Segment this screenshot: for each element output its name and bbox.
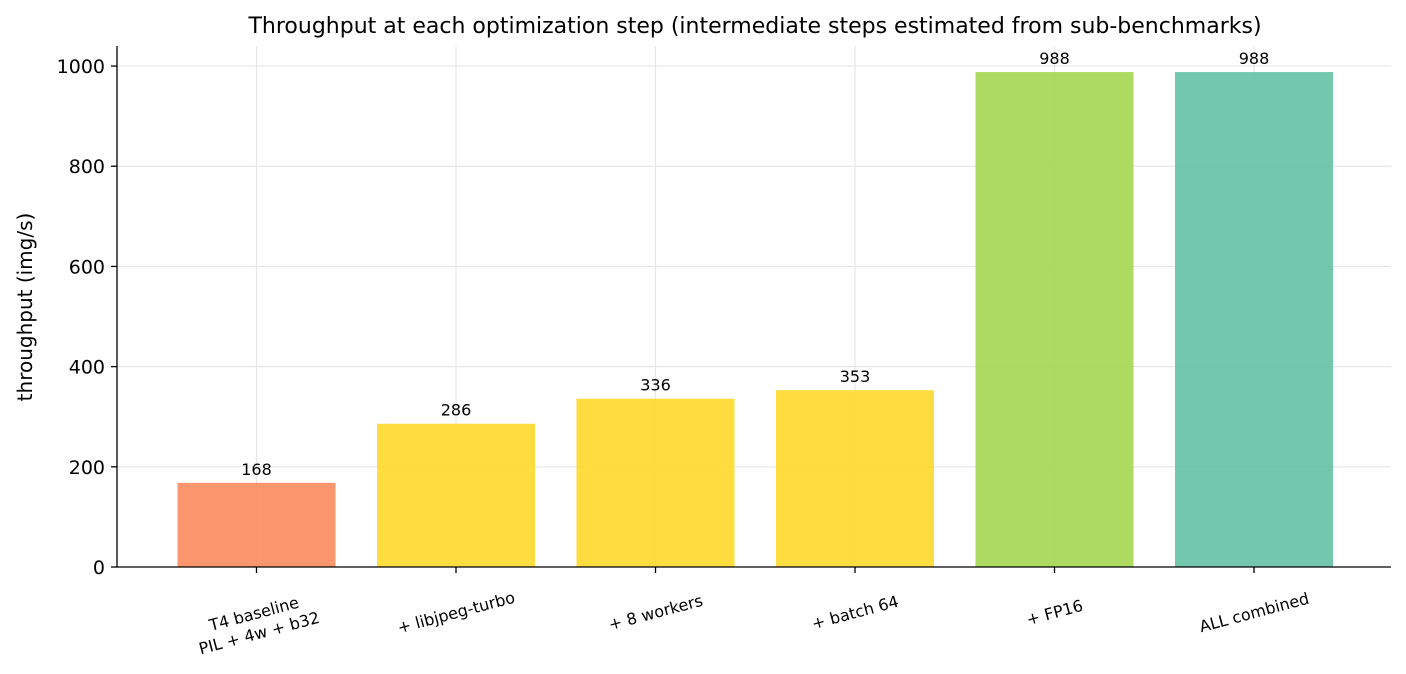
y-tick-label: 600 (69, 256, 105, 278)
data-labels: 168 286 336 353 988 988 (241, 49, 1269, 479)
data-label: 286 (441, 401, 472, 420)
x-tick-label-line: ALL combined (1197, 589, 1311, 637)
x-tick-label-line: + FP16 (1024, 596, 1085, 629)
data-label: 168 (241, 460, 272, 479)
x-tick-label-line: + libjpeg-turbo (395, 588, 517, 638)
x-tick-label: + libjpeg-turbo (395, 588, 517, 638)
data-label: 988 (1239, 49, 1270, 68)
data-label: 336 (640, 376, 671, 395)
bar (975, 72, 1134, 568)
y-axis-label: throughput (img/s) (13, 213, 37, 402)
x-tick-label-line: + batch 64 (810, 592, 901, 633)
bar (177, 482, 336, 567)
axes (116, 46, 1391, 568)
x-tick-label: T4 baselinePIL + 4w + b32 (192, 589, 322, 659)
y-tick-label: 400 (69, 357, 105, 379)
y-ticks: 0 200 400 600 800 1000 (57, 56, 117, 579)
x-tick-label: + batch 64 (810, 592, 901, 633)
x-tick-label: + FP16 (1024, 596, 1085, 629)
bar (776, 390, 934, 567)
x-ticks: T4 baselinePIL + 4w + b32 + libjpeg-turbo… (192, 567, 1311, 659)
x-tick-label: ALL combined (1197, 589, 1311, 637)
y-tick-label: 200 (69, 457, 105, 479)
bar (1175, 72, 1333, 568)
x-tick-label-line: + 8 workers (606, 591, 704, 634)
bar (576, 398, 735, 567)
bars (177, 72, 1333, 568)
y-tick-label: 800 (69, 156, 105, 178)
data-label: 353 (840, 367, 871, 386)
y-tick-label: 1000 (57, 56, 105, 78)
bar (377, 423, 535, 567)
y-tick-label: 0 (93, 557, 105, 579)
data-label: 988 (1039, 49, 1070, 68)
chart-title: Throughput at each optimization step (in… (247, 14, 1261, 39)
x-tick-label: + 8 workers (606, 591, 704, 634)
